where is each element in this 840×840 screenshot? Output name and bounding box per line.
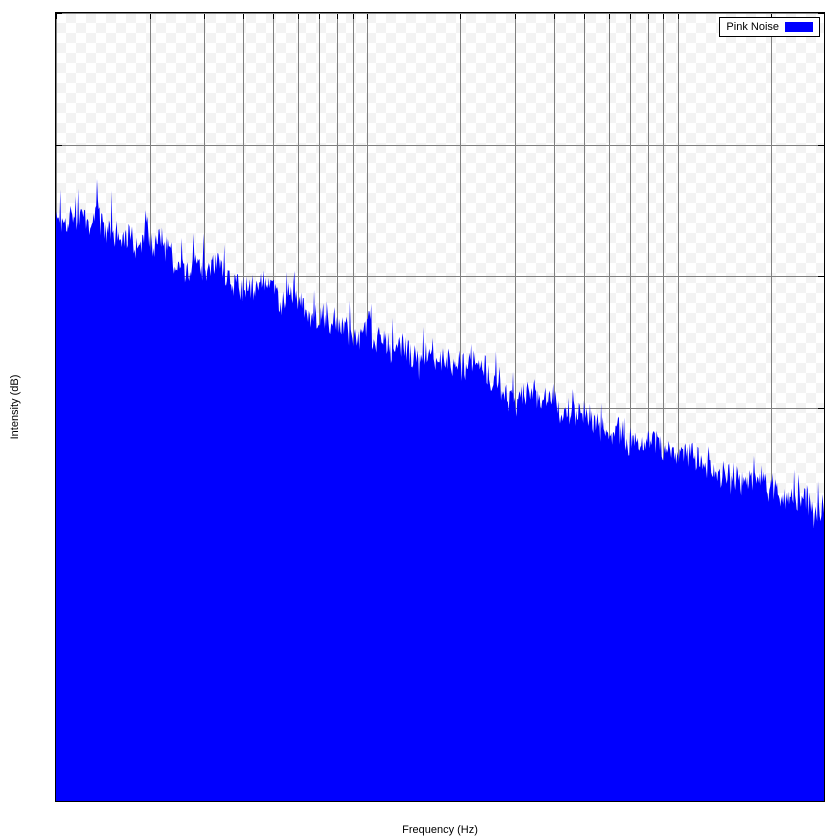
spectrum-area — [56, 179, 824, 801]
legend-swatch — [785, 22, 813, 32]
x-axis-label: Frequency (Hz) — [402, 824, 478, 836]
legend: Pink Noise — [719, 17, 820, 37]
spectrum-chart: 100100010000-80-70-60-50-40-30-20 Pink N… — [0, 0, 840, 840]
plot-area: 100100010000-80-70-60-50-40-30-20 Pink N… — [55, 12, 825, 802]
y-axis-label: Intensity (dB) — [9, 375, 21, 440]
legend-label: Pink Noise — [726, 21, 779, 33]
spectrum-fill — [56, 13, 824, 801]
